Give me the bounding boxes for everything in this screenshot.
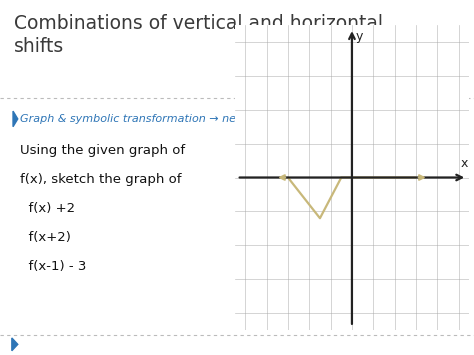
Text: Combinations of vertical and horizontal
shifts: Combinations of vertical and horizontal … — [14, 14, 383, 56]
Text: f(x-1) - 3: f(x-1) - 3 — [20, 260, 87, 273]
Text: y: y — [355, 30, 363, 43]
Polygon shape — [13, 111, 18, 127]
Text: Using the given graph of: Using the given graph of — [20, 144, 185, 157]
Polygon shape — [12, 338, 18, 351]
Text: f(x+2): f(x+2) — [20, 231, 71, 244]
Text: x: x — [461, 157, 468, 170]
Text: f(x) +2: f(x) +2 — [20, 202, 75, 215]
Text: Graph & symbolic transformation → new graph: Graph & symbolic transformation → new gr… — [20, 114, 282, 124]
Text: f(x), sketch the graph of: f(x), sketch the graph of — [20, 173, 182, 186]
